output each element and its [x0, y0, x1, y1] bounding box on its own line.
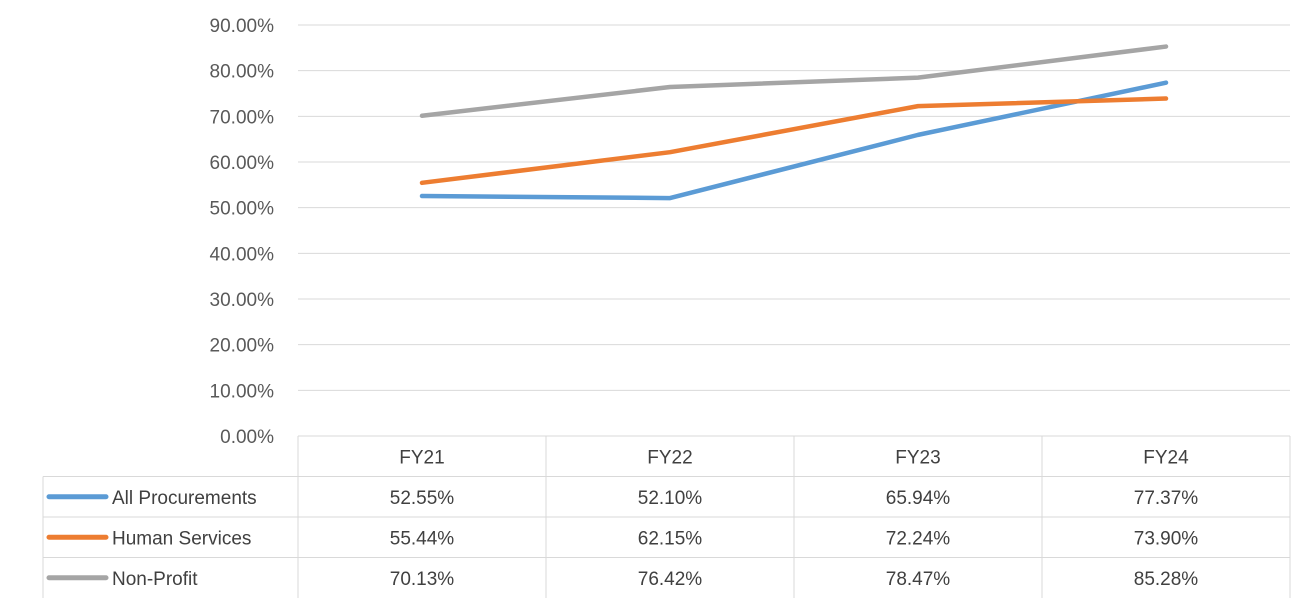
- x-tick-label: FY21: [399, 447, 444, 468]
- data-label: 85.28%: [1134, 569, 1199, 590]
- x-tick-label: FY24: [1143, 447, 1189, 468]
- series-line: [419, 44, 1169, 118]
- data-label: 55.44%: [390, 528, 455, 549]
- data-label: 52.10%: [638, 488, 703, 509]
- y-tick-label: 20.00%: [210, 336, 275, 357]
- legend-label: Non-Profit: [112, 569, 198, 590]
- data-label: 65.94%: [886, 488, 951, 509]
- y-tick-label: 0.00%: [220, 427, 274, 448]
- series-line: [419, 96, 1169, 186]
- data-label: 78.47%: [886, 569, 951, 590]
- y-tick-label: 30.00%: [210, 290, 275, 311]
- y-tick-label: 70.00%: [210, 107, 275, 128]
- x-tick-label: FY22: [647, 447, 692, 468]
- x-tick-label: FY23: [895, 447, 940, 468]
- series-line: [419, 80, 1169, 201]
- y-tick-label: 90.00%: [210, 16, 275, 37]
- y-axis-tick-labels: 0.00% 10.00% 20.00% 30.00% 40.00% 50.00% 60.00…: [210, 16, 275, 448]
- data-label: 70.13%: [390, 569, 455, 590]
- data-table: FY21 FY22 FY23 FY24 All Procurements 52.55% 52…: [42, 435, 1291, 598]
- gridlines: [298, 24, 1290, 437]
- data-label: 62.15%: [638, 528, 703, 549]
- data-label: 76.42%: [638, 569, 703, 590]
- y-tick-label: 80.00%: [210, 62, 275, 83]
- legend-label: Human Services: [112, 528, 251, 549]
- y-tick-label: 10.00%: [210, 381, 275, 402]
- data-label: 77.37%: [1134, 488, 1199, 509]
- series-lines: [419, 44, 1169, 201]
- y-tick-label: 50.00%: [210, 199, 275, 220]
- data-label: 73.90%: [1134, 528, 1199, 549]
- data-label: 52.55%: [390, 488, 455, 509]
- data-label: 72.24%: [886, 528, 951, 549]
- y-tick-label: 60.00%: [210, 153, 275, 174]
- legend-label: All Procurements: [112, 488, 257, 509]
- y-tick-label: 40.00%: [210, 244, 275, 265]
